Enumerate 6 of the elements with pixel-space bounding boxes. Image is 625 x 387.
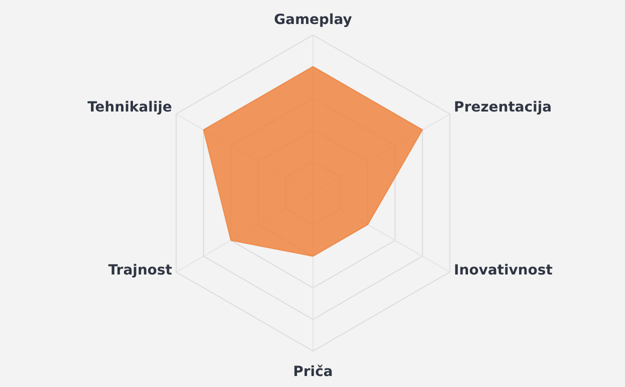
spoke-label: Trajnost [108, 262, 172, 278]
spoke-label: Prezentacija [454, 100, 552, 116]
spoke-label: Priča [293, 364, 333, 380]
spoke-label: Gameplay [274, 12, 352, 28]
spoke-label: Inovativnost [454, 262, 553, 278]
spoke-label: Tehnikalije [87, 100, 172, 116]
